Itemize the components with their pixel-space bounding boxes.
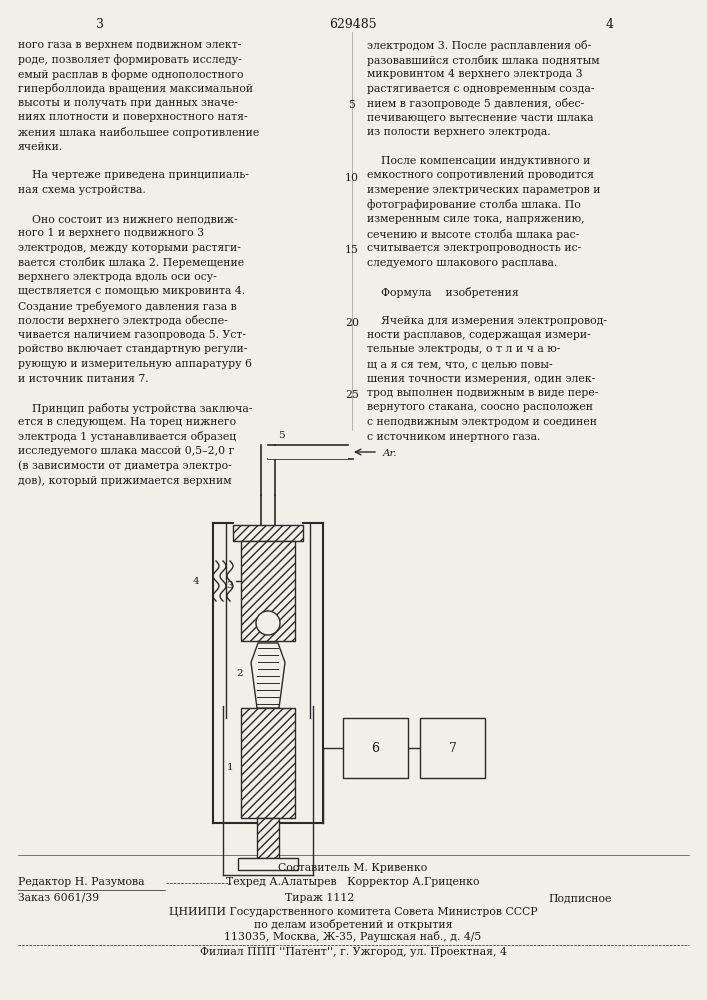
Text: 7: 7 <box>448 742 457 754</box>
Text: исследуемого шлака массой 0,5–2,0 г: исследуемого шлака массой 0,5–2,0 г <box>18 446 235 456</box>
Text: и источник питания 7.: и источник питания 7. <box>18 373 148 383</box>
Text: емкостного сопротивлений проводится: емкостного сопротивлений проводится <box>367 170 594 180</box>
Text: ниях плотности и поверхностного натя-: ниях плотности и поверхностного натя- <box>18 112 247 122</box>
Text: из полости верхнего электрода.: из полости верхнего электрода. <box>367 127 551 137</box>
Text: Филиал ППП ''Патент'', г. Ужгород, ул. Проектная, 4: Филиал ППП ''Патент'', г. Ужгород, ул. П… <box>199 947 506 957</box>
Text: (в зависимости от диаметра электро-: (в зависимости от диаметра электро- <box>18 460 232 471</box>
Text: емый расплав в форме однополостного: емый расплав в форме однополостного <box>18 69 243 80</box>
Text: 3: 3 <box>96 18 104 31</box>
Text: 3: 3 <box>226 582 233 590</box>
Text: сечению и высоте столба шлака рас-: сечению и высоте столба шлака рас- <box>367 229 579 239</box>
Text: Редактор Н. Разумова: Редактор Н. Разумова <box>18 877 144 887</box>
Text: нием в газопроводе 5 давления, обес-: нием в газопроводе 5 давления, обес- <box>367 98 584 109</box>
Text: тельные электроды, о т л и ч а ю-: тельные электроды, о т л и ч а ю- <box>367 344 561 355</box>
Text: 10: 10 <box>345 173 359 183</box>
Bar <box>241 541 295 641</box>
Text: микровинтом 4 верхнего электрода 3: микровинтом 4 верхнего электрода 3 <box>367 69 583 79</box>
Text: рующую и измерительную аппаратуру 6: рующую и измерительную аппаратуру 6 <box>18 359 252 369</box>
Text: ется в следующем. На торец нижнего: ется в следующем. На торец нижнего <box>18 417 236 427</box>
Text: 1: 1 <box>226 764 233 772</box>
Text: считывается электропроводность ис-: считывается электропроводность ис- <box>367 243 581 253</box>
Text: Техред А.Алатырев   Корректор А.Гриценко: Техред А.Алатырев Корректор А.Гриценко <box>226 877 480 887</box>
Text: печивающего вытеснение части шлака: печивающего вытеснение части шлака <box>367 112 593 122</box>
Text: 2: 2 <box>236 668 243 678</box>
Text: Подписное: Подписное <box>549 893 612 903</box>
Text: ности расплавов, содержащая измери-: ности расплавов, содержащая измери- <box>367 330 591 340</box>
Text: 25: 25 <box>345 390 359 400</box>
Text: ройство включает стандартную регули-: ройство включает стандартную регули- <box>18 344 247 355</box>
Bar <box>420 718 485 778</box>
Text: Создание требуемого давления газа в: Создание требуемого давления газа в <box>18 301 237 312</box>
Bar <box>233 525 303 541</box>
Text: ществляется с помощью микровинта 4.: ществляется с помощью микровинта 4. <box>18 286 245 296</box>
Bar <box>257 818 279 858</box>
Text: растягивается с одновременным созда-: растягивается с одновременным созда- <box>367 84 595 94</box>
Text: ная схема устройства.: ная схема устройства. <box>18 185 146 195</box>
Text: вается столбик шлака 2. Перемещение: вается столбик шлака 2. Перемещение <box>18 257 244 268</box>
Text: Ячейка для измерения электропровод-: Ячейка для измерения электропровод- <box>367 316 607 326</box>
Text: 113035, Москва, Ж-35, Раушская наб., д. 4/5: 113035, Москва, Ж-35, Раушская наб., д. … <box>224 931 481 942</box>
Text: высоты и получать при данных значе-: высоты и получать при данных значе- <box>18 98 238 108</box>
Text: следуемого шлакового расплава.: следуемого шлакового расплава. <box>367 257 557 267</box>
Circle shape <box>256 611 280 635</box>
Text: полости верхнего электрода обеспе-: полости верхнего электрода обеспе- <box>18 316 228 326</box>
Text: фотографирование столба шлака. По: фотографирование столба шлака. По <box>367 200 580 211</box>
Text: верхнего электрода вдоль оси осу-: верхнего электрода вдоль оси осу- <box>18 272 217 282</box>
Text: дов), который прижимается верхним: дов), который прижимается верхним <box>18 475 232 486</box>
Text: 5: 5 <box>349 100 356 110</box>
Text: жения шлака наибольшее сопротивление: жения шлака наибольшее сопротивление <box>18 127 259 138</box>
Text: Ar.: Ar. <box>383 449 397 458</box>
Text: Оно состоит из нижнего неподвиж-: Оно состоит из нижнего неподвиж- <box>18 214 238 224</box>
Text: 629485: 629485 <box>329 18 377 31</box>
Bar <box>268 446 348 459</box>
Text: вернутого стакана, соосно расположен: вернутого стакана, соосно расположен <box>367 402 593 412</box>
Text: Составитель М. Кривенко: Составитель М. Кривенко <box>279 863 428 873</box>
Text: щ а я ся тем, что, с целью повы-: щ а я ся тем, что, с целью повы- <box>367 359 553 369</box>
Bar <box>238 858 298 870</box>
Text: электродов, между которыми растяги-: электродов, между которыми растяги- <box>18 243 241 253</box>
Text: чивается наличием газопровода 5. Уст-: чивается наличием газопровода 5. Уст- <box>18 330 246 340</box>
Bar <box>241 708 295 818</box>
Text: гиперболлоида вращения максимальной: гиперболлоида вращения максимальной <box>18 84 253 95</box>
Text: роде, позволяет формировать исследу-: роде, позволяет формировать исследу- <box>18 54 242 65</box>
Text: ного 1 и верхнего подвижного 3: ного 1 и верхнего подвижного 3 <box>18 229 204 238</box>
Text: с источником инертного газа.: с источником инертного газа. <box>367 432 540 442</box>
Text: ЦНИИПИ Государственного комитета Совета Министров СССР: ЦНИИПИ Государственного комитета Совета … <box>169 907 537 917</box>
Text: с неподвижным электродом и соединен: с неподвижным электродом и соединен <box>367 417 597 427</box>
Text: измеренным силе тока, напряжению,: измеренным силе тока, напряжению, <box>367 214 585 224</box>
Text: 15: 15 <box>345 245 359 255</box>
Text: 4: 4 <box>606 18 614 31</box>
Text: ного газа в верхнем подвижном элект-: ного газа в верхнем подвижном элект- <box>18 40 241 50</box>
Text: электрода 1 устанавливается образец: электрода 1 устанавливается образец <box>18 432 236 442</box>
Bar <box>343 718 408 778</box>
Text: 5: 5 <box>278 431 285 440</box>
Text: После компенсации индуктивного и: После компенсации индуктивного и <box>367 156 590 166</box>
Polygon shape <box>251 643 285 708</box>
Text: трод выполнен подвижным в виде пере-: трод выполнен подвижным в виде пере- <box>367 388 598 398</box>
Text: разовавшийся столбик шлака поднятым: разовавшийся столбик шлака поднятым <box>367 54 600 66</box>
Text: шения точности измерения, один элек-: шения точности измерения, один элек- <box>367 373 595 383</box>
Text: Тираж 1112: Тираж 1112 <box>286 893 355 903</box>
Text: электродом 3. После расплавления об-: электродом 3. После расплавления об- <box>367 40 591 51</box>
Text: 4: 4 <box>192 576 199 585</box>
Text: 6: 6 <box>371 742 380 754</box>
Text: 20: 20 <box>345 318 359 328</box>
Text: измерение электрических параметров и: измерение электрических параметров и <box>367 185 600 195</box>
Text: по делам изобретений и открытия: по делам изобретений и открытия <box>254 919 452 930</box>
Text: ячейки.: ячейки. <box>18 141 63 151</box>
Text: Принцип работы устройства заключа-: Принцип работы устройства заключа- <box>18 402 252 414</box>
Text: На чертеже приведена принципиаль-: На чертеже приведена принципиаль- <box>18 170 249 180</box>
Text: Формула    изобретения: Формула изобретения <box>367 286 519 298</box>
Text: Заказ 6061/39: Заказ 6061/39 <box>18 893 99 903</box>
